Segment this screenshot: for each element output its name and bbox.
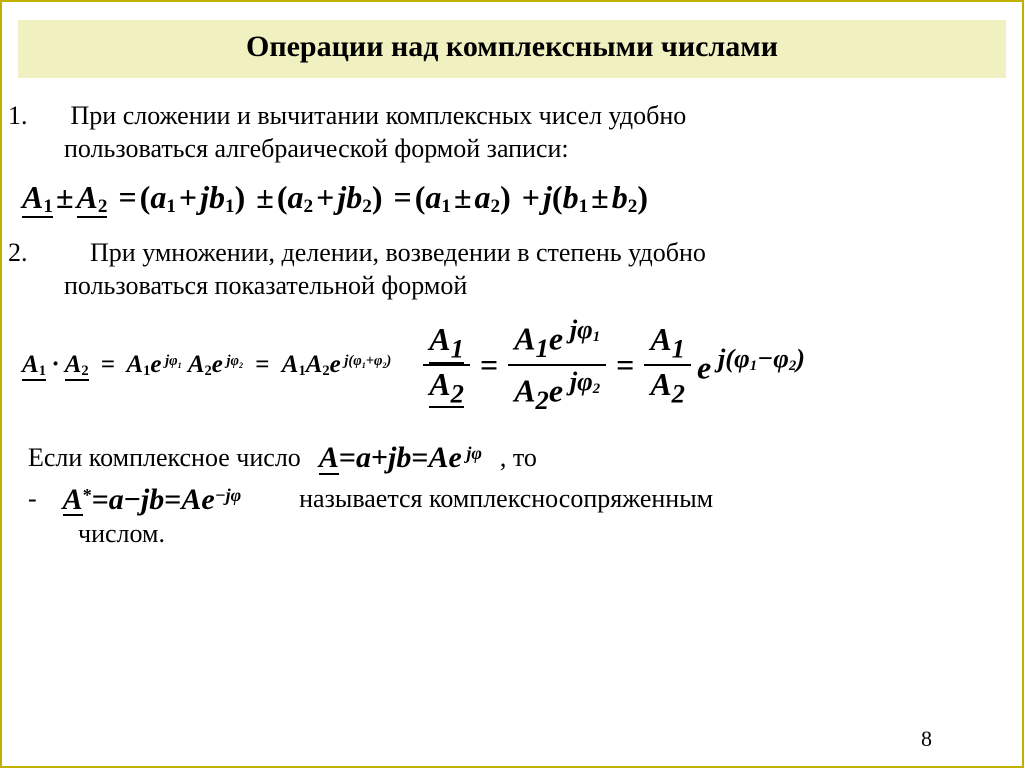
formula-multiply: A1 · A2 = A1e jφ1 A2e jφ2 = A1A2e j(φ1+φ… [22, 349, 391, 381]
formula-mul-div-row: A1 · A2 = A1e jφ1 A2e jφ2 = A1A2e j(φ1+φ… [22, 314, 1002, 415]
formula-def-A: A=a+jb=Ae jφ [301, 439, 500, 477]
slide-body: 1. При сложении и вычитании комплексных … [18, 100, 1006, 551]
conj-pre-text: Если комплексное число [28, 442, 301, 475]
item-1-line-2: пользоваться алгебраической формой запис… [64, 134, 569, 163]
slide-frame: Операции над комплексными числами 1. При… [0, 0, 1024, 768]
formula-divide: A1 A2 = A1e jφ1 A2e jφ2 = A1 A2 e j(φ1−φ… [419, 314, 805, 415]
conjugate-intro-row: Если комплексное число A=a+jb=Ae jφ , то [28, 439, 996, 477]
item-2-line-2: пользоваться показательной формой [64, 271, 467, 300]
conjugate-formula-row: - A*=a−jb=Ae−jφ называется комплексносоп… [28, 481, 996, 519]
item-1-text: 1. При сложении и вычитании комплексных … [28, 100, 996, 165]
title-bar: Операции над комплексными числами [18, 20, 1006, 78]
conjugate-word-row: числом. [78, 518, 996, 551]
dash: - [28, 483, 45, 516]
conj-word: числом. [78, 519, 165, 548]
conj-called-text: называется комплексносопряженным [259, 483, 713, 516]
item-1-line-1: При сложении и вычитании комплексных чис… [71, 101, 687, 130]
item-2-text: 2. При умножении, делении, возведении в … [28, 237, 996, 302]
slide-title: Операции над комплексными числами [26, 30, 998, 64]
item-2-number: 2. [36, 237, 64, 270]
item-2-line-1: При умножении, делении, возведении в сте… [90, 238, 706, 267]
conj-post-text: , то [500, 442, 537, 475]
formula-add-sub: A1±A2 =(a1+jb1) ±(a2+jb2) =(a1±a2) +j(b1… [22, 177, 1002, 219]
formula-conjugate: A*=a−jb=Ae−jφ [45, 481, 259, 519]
item-1-number: 1. [36, 100, 64, 133]
page-number: 8 [921, 726, 932, 752]
